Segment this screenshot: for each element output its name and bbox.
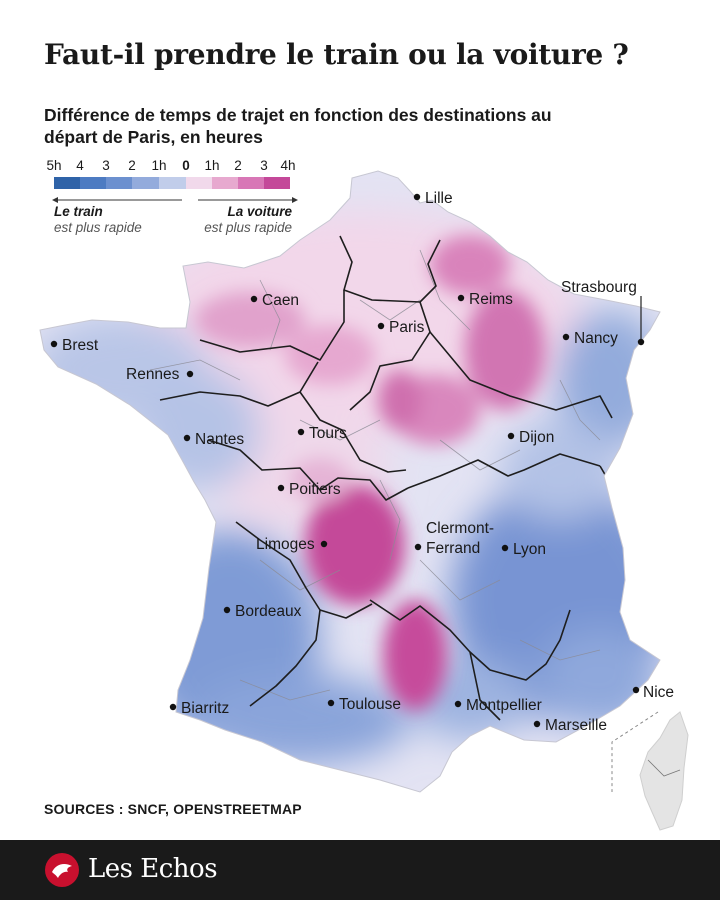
legend-car-sub: est plus rapide [204, 220, 292, 235]
corsica-border [647, 759, 681, 777]
les-echos-logo-icon [45, 853, 79, 887]
city-nancy: Nancy [562, 330, 618, 347]
city-lille: Lille [413, 190, 453, 207]
legend-arrows [52, 197, 298, 203]
legend-tick: 4 [76, 158, 84, 173]
city-toulouse: Toulouse [327, 696, 401, 713]
svg-text:Marseille: Marseille [545, 717, 607, 734]
legend-swatch [54, 177, 80, 189]
city-rennes: Rennes [126, 366, 194, 383]
legend-tick: 3 [102, 158, 110, 173]
svg-text:Rennes: Rennes [126, 366, 180, 383]
france-territory [39, 170, 661, 793]
legend-tick: 2 [128, 158, 136, 173]
svg-text:Nancy: Nancy [574, 330, 618, 347]
svg-text:Toulouse: Toulouse [339, 696, 401, 713]
legend-tick-zero: 0 [182, 158, 190, 173]
svg-text:Ferrand: Ferrand [426, 540, 480, 557]
department-borders [149, 249, 601, 701]
city-nice: Nice [632, 684, 674, 701]
legend-tick: 5h [46, 158, 62, 173]
city-biarritz: Biarritz [169, 700, 229, 717]
svg-text:Reims: Reims [469, 291, 513, 308]
city-poitiers: Poitiers [277, 481, 341, 498]
legend-train-title: Le train [54, 204, 103, 219]
svg-text:Paris: Paris [389, 319, 425, 336]
city-caen: Caen [250, 292, 299, 309]
svg-text:Strasbourg: Strasbourg [561, 279, 637, 296]
france-outline [39, 170, 661, 793]
legend-tick: 4h [280, 158, 296, 173]
city-bordeaux: Bordeaux [223, 603, 302, 620]
city-paris: Paris [377, 319, 425, 336]
footer-bar: Les Echos [0, 840, 720, 900]
svg-text:Lyon: Lyon [513, 541, 546, 558]
svg-text:Montpellier: Montpellier [466, 697, 542, 714]
city-dijon: Dijon [507, 429, 554, 446]
legend-swatch [80, 177, 106, 189]
france-map: Lille Caen Reims Strasbourg Paris Brest … [39, 170, 689, 831]
svg-text:Biarritz: Biarritz [181, 700, 229, 717]
legend-swatch [159, 177, 186, 189]
city-clermont-ferrand: Clermont- Ferrand [414, 520, 494, 557]
svg-text:Nice: Nice [643, 684, 674, 701]
region-borders [159, 235, 621, 721]
city-montpellier: Montpellier [454, 697, 542, 714]
map-subtitle: Différence de temps de trajet en fonctio… [44, 105, 552, 147]
legend-train-label: Le train est plus rapide [54, 204, 142, 236]
legend-tick: 2 [234, 158, 242, 173]
svg-text:Bordeaux: Bordeaux [235, 603, 302, 620]
city-markers: Lille Caen Reims Strasbourg Paris Brest … [50, 190, 674, 734]
legend-swatch [186, 177, 212, 189]
legend-train-sub: est plus rapide [54, 220, 142, 235]
city-limoges: Limoges [256, 536, 328, 553]
svg-text:Clermont-: Clermont- [426, 520, 494, 537]
legend-swatch [106, 177, 132, 189]
legend-tick: 1h [151, 158, 167, 173]
sources-note: SOURCES : SNCF, OPENSTREETMAP [44, 801, 302, 817]
color-legend: 5h 4 3 2 1h 0 1h 2 3 4h Le train est plu… [44, 158, 304, 238]
city-brest: Brest [50, 337, 99, 354]
svg-text:Caen: Caen [262, 292, 299, 309]
legend-car-label: La voiture est plus rapide [184, 204, 292, 236]
legend-tick: 3 [260, 158, 268, 173]
legend-swatch [132, 177, 159, 189]
page-title: Faut-il prendre le train ou la voiture ? [44, 38, 629, 71]
city-nantes: Nantes [183, 431, 244, 448]
legend-swatch [264, 177, 290, 189]
svg-text:Poitiers: Poitiers [289, 481, 341, 498]
city-tours: Tours [297, 425, 347, 442]
city-strasbourg: Strasbourg [561, 279, 645, 346]
corsica-shape [639, 711, 689, 831]
legend-swatch [238, 177, 264, 189]
city-marseille: Marseille [533, 717, 607, 734]
corsica-inset [611, 711, 689, 831]
corsica-inset-connector [611, 711, 659, 792]
legend-swatch [212, 177, 238, 189]
svg-text:Limoges: Limoges [256, 536, 315, 553]
legend-tick: 1h [204, 158, 220, 173]
svg-text:Brest: Brest [62, 337, 99, 354]
svg-text:Tours: Tours [309, 425, 347, 442]
city-reims: Reims [457, 291, 513, 308]
brand-name: Les Echos [88, 854, 218, 884]
city-lyon: Lyon [501, 541, 546, 558]
svg-text:Dijon: Dijon [519, 429, 554, 446]
svg-text:Nantes: Nantes [195, 431, 244, 448]
legend-car-title: La voiture [227, 204, 292, 219]
svg-text:Lille: Lille [425, 190, 453, 207]
